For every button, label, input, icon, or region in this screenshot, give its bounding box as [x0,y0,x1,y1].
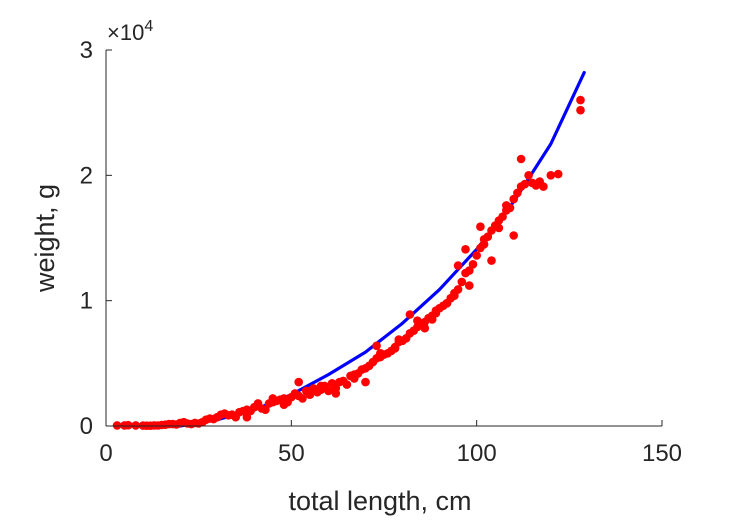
data-point [342,380,352,389]
data-point [442,298,452,308]
data-point [361,377,370,387]
data-point [294,377,304,387]
data-point [457,277,467,287]
data-point [498,212,507,221]
data-point [376,349,385,358]
data-point [520,179,530,189]
data-point [468,260,478,269]
data-point [253,399,263,408]
y-exponent-power: 4 [144,18,153,35]
plot-area [112,70,586,431]
data-point [261,405,270,415]
data-point [227,410,237,420]
data-point [509,231,518,240]
data-point [242,412,252,422]
y-tick-label: 3 [80,37,93,64]
data-point [513,188,522,198]
data-point [327,379,337,388]
data-point [268,394,278,403]
data-point [524,171,533,180]
data-point [516,154,526,164]
data-point [450,288,459,298]
data-point [465,266,474,275]
data-point [131,421,140,430]
data-point [576,105,585,115]
x-tick-label: 50 [278,440,305,467]
data-point [420,323,430,333]
data-point [553,169,563,179]
data-point [465,281,474,290]
data-point [316,381,326,391]
data-point [431,306,441,316]
data-point [324,386,333,396]
x-tick-label: 100 [457,440,497,467]
x-axis-label: total length, cm [288,486,471,516]
y-tick-label: 2 [80,162,93,189]
data-point [427,315,437,324]
data-point [413,316,422,326]
data-point [123,420,133,430]
data-point [405,310,415,319]
data-point [476,222,485,231]
data-point [394,335,404,344]
data-point [279,400,289,410]
x-tick-label: 150 [642,440,682,467]
data-point [539,182,548,191]
y-axis-label: weight, g [30,184,60,293]
y-exponent-prefix: ×10 [107,20,144,45]
data-point [112,421,122,430]
data-point [479,240,489,249]
y-tick-label: 1 [80,288,93,315]
data-point [372,341,381,351]
axes [105,50,662,427]
data-point [509,194,518,204]
x-tick-label: 0 [99,440,112,467]
data-point [502,206,511,215]
ticks: 0 50 100 150 0 1 2 3 [80,37,682,467]
data-point [487,256,496,265]
data-point [453,261,463,270]
data-point [331,389,341,398]
data-point [494,223,504,233]
y-tick-label: 0 [80,413,93,440]
data-point [546,171,556,180]
data-point [350,370,359,379]
data-point [305,386,315,396]
data-point [576,95,585,105]
data-point [461,245,470,254]
data-point [390,344,400,353]
data-point [298,394,307,403]
y-exponent-label: ×104 [107,18,153,45]
data-point [483,232,493,241]
data-point [472,251,482,260]
